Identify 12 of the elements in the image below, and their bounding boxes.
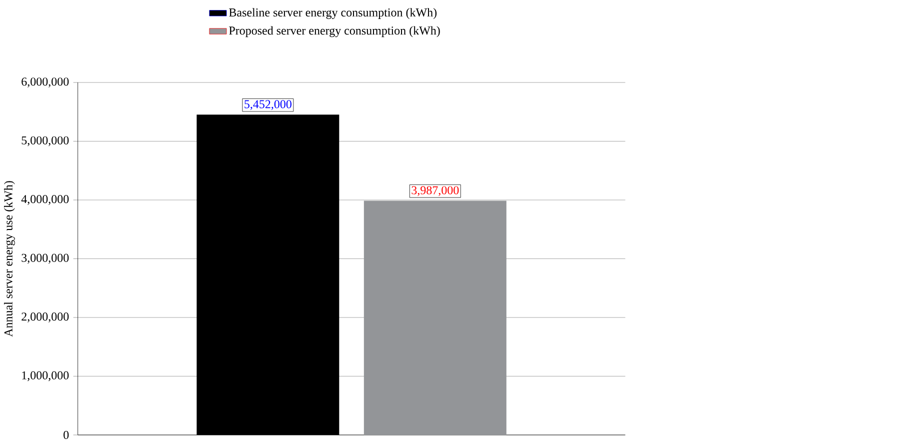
y-tick-label: 3,000,000 bbox=[22, 254, 69, 264]
legend-label: Baseline server energy consumption (kWh) bbox=[229, 8, 437, 19]
y-axis-title: Annual server energy use (kWh) bbox=[4, 181, 15, 337]
y-tick-label: 2,000,000 bbox=[22, 312, 69, 322]
y-tick-label: 0 bbox=[64, 430, 69, 439]
y-tick-label: 1,000,000 bbox=[22, 371, 69, 382]
data-label: 3,987,000 bbox=[412, 186, 459, 196]
y-tick-label: 4,000,000 bbox=[21, 195, 69, 205]
data-label: 5,452,000 bbox=[244, 100, 292, 110]
y-tick-label: 6,000,000 bbox=[22, 78, 69, 88]
y-tick-label: 5,000,000 bbox=[22, 136, 69, 146]
legend-label: Proposed server energy consumption (kWh) bbox=[229, 26, 440, 38]
